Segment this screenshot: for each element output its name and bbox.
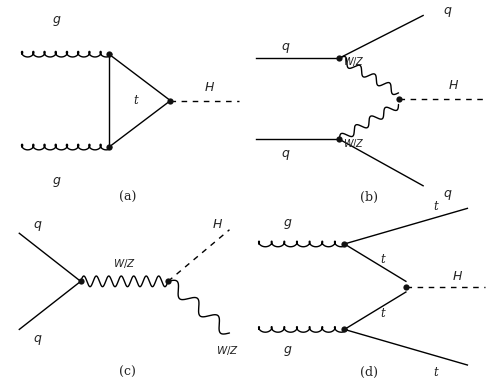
Text: t: t	[380, 307, 385, 320]
Text: $q$: $q$	[443, 5, 453, 19]
Text: $g$: $g$	[52, 175, 62, 189]
Text: $W/Z$: $W/Z$	[343, 137, 365, 150]
Text: $q$: $q$	[33, 219, 43, 233]
Text: $q$: $q$	[443, 188, 453, 202]
Text: $g$: $g$	[283, 344, 293, 358]
Text: (d): (d)	[360, 366, 378, 378]
Text: $W/Z$: $W/Z$	[343, 55, 365, 68]
Text: $H$: $H$	[204, 80, 215, 94]
Text: $g$: $g$	[52, 14, 62, 28]
Text: $q$: $q$	[280, 148, 290, 162]
Text: t: t	[134, 94, 139, 107]
Text: $g$: $g$	[283, 217, 293, 231]
Text: $q$: $q$	[33, 333, 43, 347]
Text: $H$: $H$	[448, 79, 460, 92]
Text: t: t	[433, 366, 438, 378]
Text: $W/Z$: $W/Z$	[113, 257, 136, 270]
Text: $H$: $H$	[452, 269, 463, 283]
Text: $q$: $q$	[280, 41, 290, 55]
Text: t: t	[380, 253, 385, 267]
Text: (b): (b)	[360, 191, 378, 204]
Text: t: t	[433, 200, 438, 213]
Text: $H$: $H$	[212, 218, 223, 231]
Text: (c): (c)	[120, 366, 136, 378]
Text: (a): (a)	[119, 191, 137, 204]
Text: $W/Z$: $W/Z$	[215, 344, 239, 357]
